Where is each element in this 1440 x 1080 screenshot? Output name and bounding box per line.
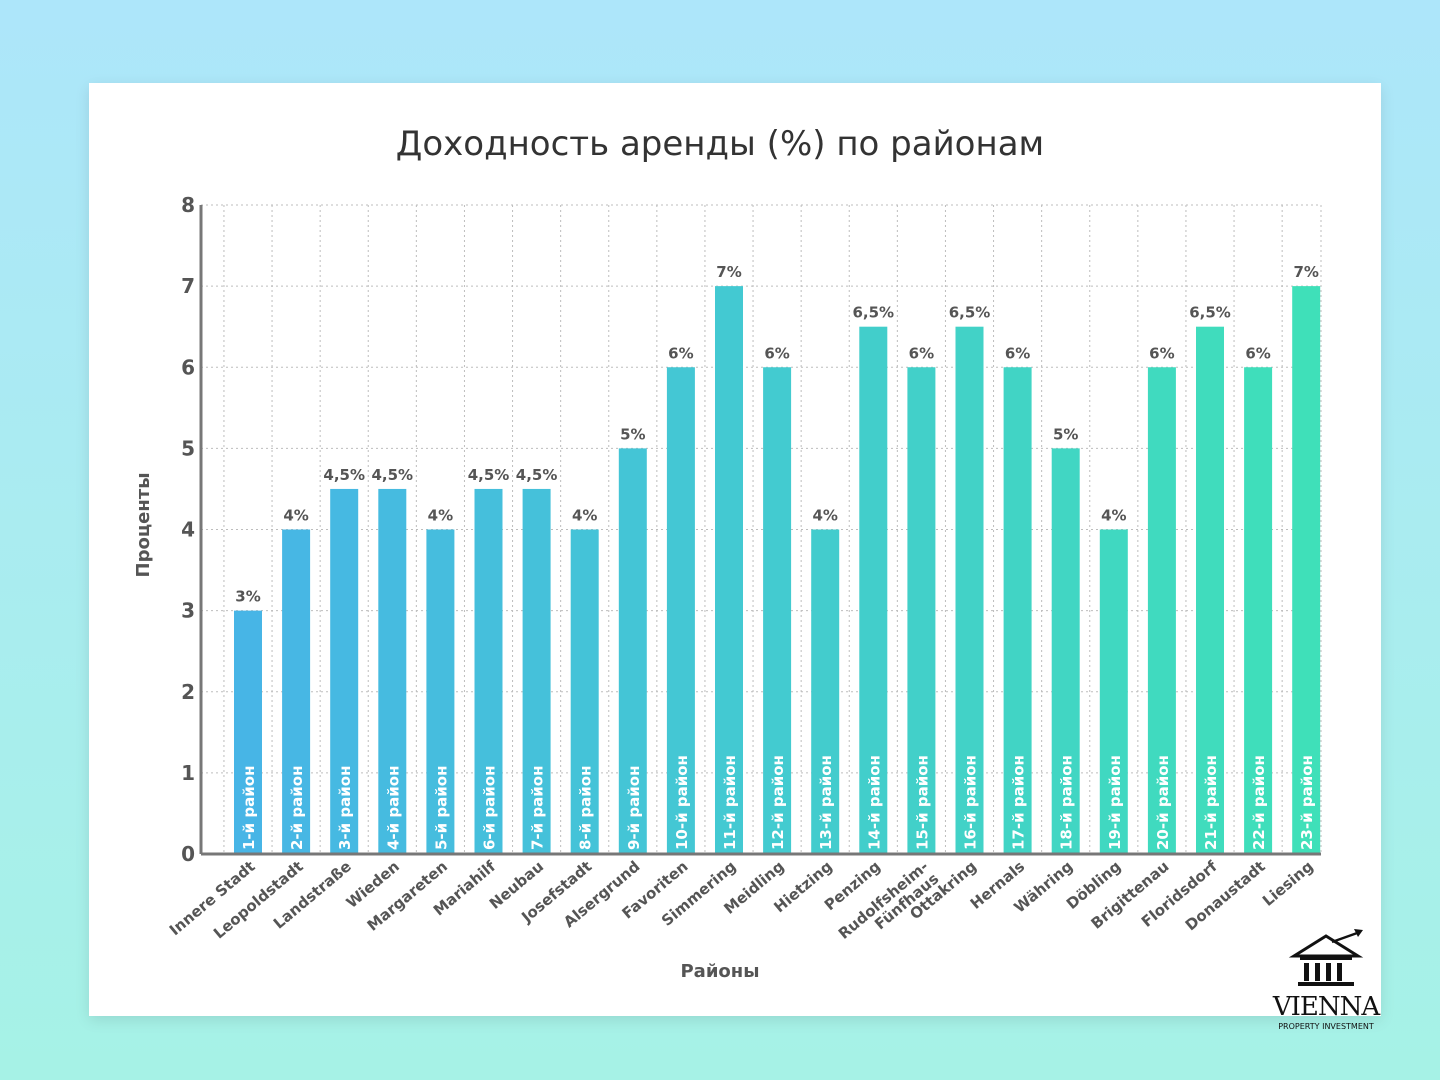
bar-district-label: 23-й район — [1298, 755, 1316, 850]
bar — [282, 529, 311, 854]
bar — [666, 367, 695, 854]
bar-value-label: 4% — [428, 507, 453, 525]
chart-title: Доходность аренды (%) по районам — [396, 124, 1044, 164]
bar-district-label: 2-й район — [288, 766, 306, 850]
bar — [1244, 367, 1273, 854]
bar-value-label: 3% — [235, 588, 260, 606]
bar — [715, 286, 743, 854]
vienna-logo: VIENNA PROPERTY INVESTMENT — [1262, 928, 1390, 1038]
bar — [570, 529, 599, 854]
bar-value-label: 6% — [764, 344, 789, 362]
bar-district-label: 15-й район — [913, 755, 931, 850]
x-tick-label: Liesing — [1259, 857, 1317, 910]
bar-district-label: 1-й район — [240, 766, 258, 850]
bar — [763, 367, 792, 854]
bar — [1003, 367, 1032, 854]
bar — [1099, 529, 1128, 854]
bar-district-label: 18-й район — [1058, 755, 1076, 850]
bar-value-label: 4,5% — [516, 466, 558, 484]
bar-value-label: 7% — [1293, 263, 1318, 281]
y-tick-label: 1 — [181, 761, 195, 785]
x-tick-label-line: Liesing — [1259, 857, 1317, 910]
bar-value-label: 4% — [283, 507, 308, 525]
bar — [1147, 367, 1176, 854]
bar-value-label: 4% — [572, 507, 597, 525]
bar — [1196, 326, 1224, 854]
bar-district-label: 10-й район — [673, 755, 691, 850]
y-tick-label: 7 — [181, 274, 195, 298]
bar-district-label: 7-й район — [529, 766, 547, 850]
bar-value-label: 6,5% — [852, 304, 894, 322]
chart-card: Доходность аренды (%) по районам 3% 1-й р… — [89, 83, 1381, 1016]
bar-value-label: 4% — [1101, 507, 1126, 525]
bar-value-label: 6% — [1005, 344, 1030, 362]
bar-value-label: 6% — [1245, 344, 1270, 362]
logo-subtitle: PROPERTY INVESTMENT — [1278, 1022, 1374, 1031]
bar-district-label: 17-й район — [1010, 755, 1028, 850]
bar-district-label: 4-й район — [384, 766, 402, 850]
bar-value-label: 7% — [716, 263, 741, 281]
bar — [234, 610, 262, 854]
bar-value-label: 5% — [620, 425, 645, 443]
bar-district-label: 14-й район — [865, 755, 883, 850]
bar-district-label: 19-й район — [1106, 755, 1124, 850]
bar-value-label: 4,5% — [468, 466, 510, 484]
x-axis-title: Районы — [680, 961, 759, 982]
y-tick-label: 3 — [181, 599, 195, 623]
bar-value-label: 4,5% — [371, 466, 413, 484]
bar — [1292, 286, 1321, 854]
y-tick-label: 5 — [181, 436, 195, 460]
bar — [907, 367, 936, 854]
bar-value-label: 6% — [909, 344, 934, 362]
bar-district-label: 16-й район — [962, 755, 980, 850]
bar-district-label: 13-й район — [817, 755, 835, 850]
y-tick-label: 6 — [181, 355, 195, 379]
bar-value-label: 4,5% — [323, 466, 365, 484]
bar-district-label: 3-й район — [336, 766, 354, 850]
bar-chart: Доходность аренды (%) по районам 3% 1-й р… — [133, 124, 1322, 982]
bar-district-label: 8-й район — [577, 766, 595, 850]
bar-district-label: 21-й район — [1202, 755, 1220, 850]
y-tick-label: 4 — [181, 518, 195, 542]
bar-district-label: 6-й район — [481, 766, 499, 850]
bar-district-label: 12-й район — [769, 755, 787, 850]
bar-value-label: 6,5% — [1189, 304, 1231, 322]
bar — [522, 488, 551, 854]
bar — [618, 448, 647, 854]
bar-district-label: 22-й район — [1250, 755, 1268, 850]
bar-value-label: 5% — [1053, 425, 1078, 443]
y-tick-label: 0 — [181, 842, 195, 866]
bar — [955, 326, 984, 854]
building-columns-arrow-icon — [1288, 929, 1364, 986]
bars: 3% 1-й район 4% 2-й район 4,5% 3-й район 4,5% 4… — [234, 263, 1321, 854]
bar-district-label: 11-й район — [721, 755, 739, 850]
bar — [474, 488, 503, 854]
bar-value-label: 4% — [812, 507, 837, 525]
y-tick-label: 8 — [181, 193, 195, 217]
bar — [378, 488, 407, 854]
bar-district-label: 20-й район — [1154, 755, 1172, 850]
bar-value-label: 6% — [1149, 344, 1174, 362]
y-tick-label: 2 — [181, 680, 195, 704]
y-axis-title: Проценты — [133, 472, 154, 577]
bar — [426, 529, 455, 854]
bar-value-label: 6% — [668, 344, 693, 362]
bar — [811, 529, 840, 854]
bar — [1051, 448, 1080, 854]
bar — [859, 326, 888, 854]
bar-district-label: 9-й район — [625, 766, 643, 850]
bar-district-label: 5-й район — [432, 766, 450, 850]
bar — [330, 488, 359, 854]
logo-name: VIENNA — [1272, 992, 1380, 1022]
bar-value-label: 6,5% — [949, 304, 991, 322]
